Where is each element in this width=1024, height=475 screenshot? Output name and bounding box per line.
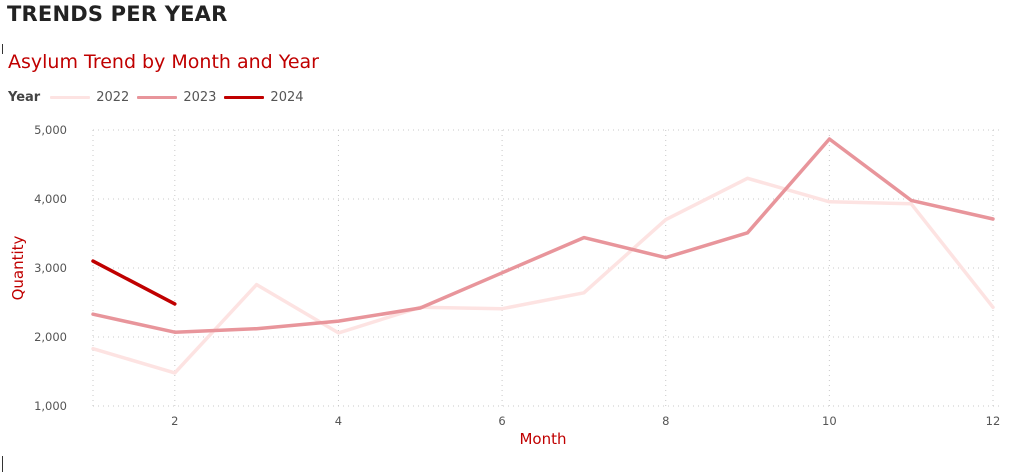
- page-title: TRENDS PER YEAR: [7, 2, 228, 26]
- legend-swatch: [50, 96, 91, 99]
- y-tick-label: 3,000: [34, 261, 67, 275]
- x-tick-label: 8: [662, 414, 669, 428]
- cursor-mark: [2, 456, 3, 472]
- legend-swatch: [137, 96, 178, 99]
- y-tick-label: 2,000: [34, 330, 67, 344]
- legend-label: 2022: [96, 90, 130, 105]
- legend-item-2023[interactable]: 2023: [137, 90, 216, 105]
- y-tick-label: 4,000: [34, 192, 67, 206]
- x-tick-label: 12: [986, 414, 1001, 428]
- x-axis-title: Month: [519, 430, 566, 448]
- x-axis: 2 4 6 8 10 12: [171, 414, 1000, 428]
- legend-swatch: [224, 96, 265, 99]
- chart-legend: Year 2022 2023 2024: [8, 90, 312, 105]
- y-axis: 1,000 2,000 3,000 4,000 5,000: [34, 123, 67, 413]
- legend-item-2022[interactable]: 2022: [50, 90, 129, 105]
- legend-title: Year: [8, 90, 41, 105]
- legend-label: 2023: [183, 90, 217, 105]
- y-axis-title: Quantity: [9, 235, 27, 300]
- series-line-2023[interactable]: [91, 137, 995, 334]
- x-tick-label: 4: [335, 414, 342, 428]
- cursor-mark: [2, 44, 3, 54]
- chart-title: Asylum Trend by Month and Year: [8, 51, 319, 73]
- series-line-2024[interactable]: [91, 259, 177, 306]
- y-tick-label: 1,000: [34, 399, 67, 413]
- series-lines: [91, 137, 995, 375]
- x-tick-label: 6: [498, 414, 505, 428]
- series-line-2022[interactable]: [91, 176, 995, 375]
- legend-item-2024[interactable]: 2024: [224, 90, 304, 105]
- y-tick-label: 5,000: [34, 123, 67, 137]
- x-tick-label: 2: [171, 414, 178, 428]
- x-tick-label: 10: [822, 414, 837, 428]
- grid: [92, 129, 1001, 407]
- legend-label: 2024: [270, 90, 304, 105]
